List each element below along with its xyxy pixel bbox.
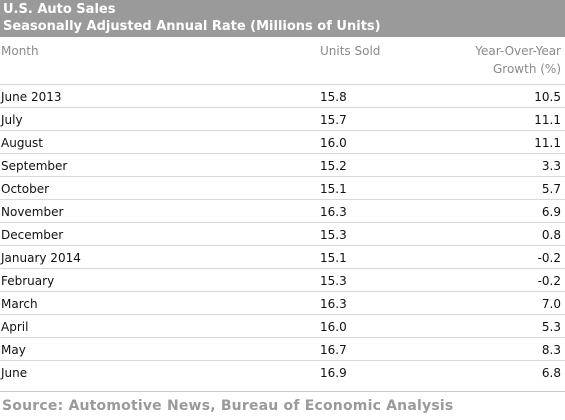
column-header-units-sold: Units Sold [320,44,381,58]
cell-yoy-growth: 10.5 [534,90,561,104]
cell-month: February [1,274,55,288]
cell-yoy-growth: 6.9 [541,205,561,219]
cell-units-sold: 15.8 [320,90,347,104]
source-note: Source: Automotive News, Bureau of Econo… [2,398,454,414]
cell-units-sold: 16.0 [320,320,347,334]
cell-units-sold: 15.7 [320,113,347,127]
table-row: March 16.3 7.0 [0,292,565,315]
cell-units-sold: 16.7 [320,343,347,357]
header-divider [0,84,565,85]
cell-month: November [1,205,64,219]
cell-month: May [1,343,26,357]
cell-month: December [1,228,64,242]
table-row: May 16.7 8.3 [0,338,565,361]
cell-month: October [1,182,50,196]
cell-month: July [1,113,23,127]
table-row: November 16.3 6.9 [0,200,565,223]
cell-yoy-growth: -0.2 [537,274,561,288]
cell-month: August [1,136,43,150]
cell-yoy-growth: 8.3 [541,343,561,357]
table-row: February 15.3 -0.2 [0,269,565,292]
column-header-growth-line2: Growth (%) [492,62,561,76]
cell-units-sold: 16.3 [320,297,347,311]
table-row: August 16.0 11.1 [0,131,565,154]
cell-yoy-growth: 0.8 [541,228,561,242]
cell-month: June 2013 [1,90,62,104]
cell-units-sold: 15.3 [320,274,347,288]
table-row: April 16.0 5.3 [0,315,565,338]
cell-yoy-growth: 6.8 [541,366,561,380]
table-subtitle: Seasonally Adjusted Annual Rate (Million… [3,19,381,34]
cell-month: June [1,366,28,380]
table-row: January 2014 15.1 -0.2 [0,246,565,269]
cell-units-sold: 15.1 [320,251,347,265]
cell-yoy-growth: 7.0 [541,297,561,311]
table-title: U.S. Auto Sales [3,2,116,17]
table-row: September 15.2 3.3 [0,154,565,177]
cell-units-sold: 16.0 [320,136,347,150]
cell-yoy-growth: -0.2 [537,251,561,265]
cell-units-sold: 16.3 [320,205,347,219]
cell-yoy-growth: 5.7 [541,182,561,196]
title-bar: U.S. Auto Sales Seasonally Adjusted Annu… [0,0,565,37]
table-row: October 15.1 5.7 [0,177,565,200]
cell-yoy-growth: 11.1 [534,136,561,150]
cell-month: March [1,297,38,311]
cell-yoy-growth: 3.3 [541,159,561,173]
cell-units-sold: 15.3 [320,228,347,242]
cell-units-sold: 16.9 [320,366,347,380]
footer-divider [0,391,565,392]
cell-yoy-growth: 5.3 [541,320,561,334]
column-header-month: Month [1,44,39,58]
cell-units-sold: 15.2 [320,159,347,173]
cell-yoy-growth: 11.1 [534,113,561,127]
table-row: July 15.7 11.1 [0,108,565,131]
column-header-growth-line1: Year-Over-Year [475,44,561,58]
table-row: December 15.3 0.8 [0,223,565,246]
table-body: June 2013 15.8 10.5 July 15.7 11.1 August 16.0 1… [0,85,565,384]
cell-month: April [1,320,29,334]
cell-month: September [1,159,68,173]
cell-month: January 2014 [1,251,81,265]
table-row: June 2013 15.8 10.5 [0,85,565,108]
table-row: June 16.9 6.8 [0,361,565,384]
cell-units-sold: 15.1 [320,182,347,196]
